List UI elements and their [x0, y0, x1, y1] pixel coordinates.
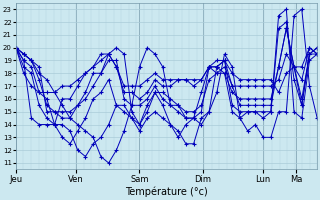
X-axis label: Température (°c): Température (°c) [125, 187, 208, 197]
